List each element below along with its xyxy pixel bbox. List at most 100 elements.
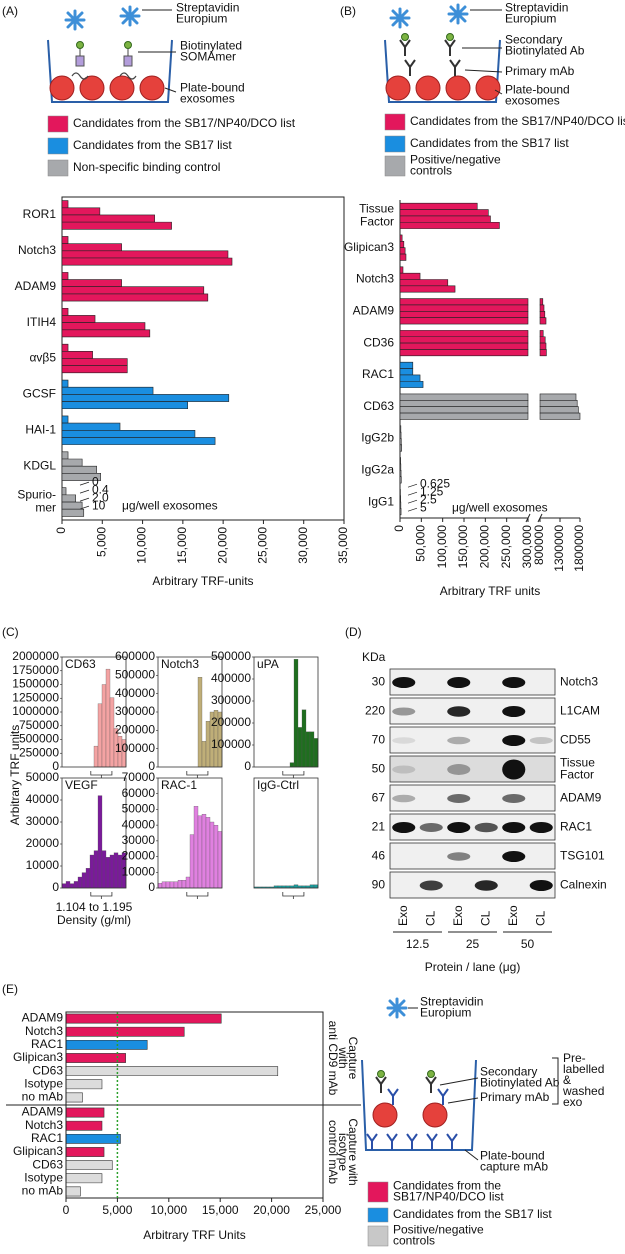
category-label: ADAM9	[353, 303, 395, 317]
blot-strip	[389, 668, 556, 696]
bar	[399, 380, 424, 388]
bar	[399, 444, 403, 452]
bar	[399, 476, 402, 484]
x-tick-label: 20,000	[253, 1203, 290, 1217]
bar	[399, 349, 547, 357]
y-tick-label: 30000	[26, 814, 60, 828]
y-tick-label: 500000	[211, 649, 251, 663]
x-tick-label: 25,000	[256, 527, 270, 564]
category-label: RAC1	[31, 1131, 63, 1145]
panel-label: (C)	[2, 625, 19, 639]
bar	[61, 883, 67, 889]
leader	[464, 69, 503, 73]
plot-frame	[253, 777, 319, 889]
legend-swatch	[47, 137, 69, 155]
lane-label: Exo	[396, 905, 410, 926]
category-label: CD63	[363, 399, 394, 413]
blot-band	[502, 822, 526, 833]
x-tick-label: 50,000	[414, 525, 428, 562]
group-label: control mAb	[326, 1120, 340, 1184]
biotin	[377, 1070, 385, 1078]
bar	[185, 876, 191, 889]
bar	[65, 1013, 222, 1024]
bar	[65, 1173, 103, 1184]
y-tick-label: 400000	[115, 686, 155, 700]
bar	[61, 272, 69, 280]
plot-frame	[157, 777, 223, 889]
x-tick-label: 100,000	[435, 525, 449, 569]
legend-label: controls	[410, 164, 452, 178]
bar	[399, 311, 546, 318]
bar	[61, 501, 83, 510]
dose-leader	[79, 481, 90, 486]
bar	[73, 881, 79, 889]
dose-label: 2.0	[92, 490, 109, 504]
legend-label: Non-specific binding control	[73, 160, 220, 174]
bar	[399, 330, 544, 338]
lane-label: Exo	[506, 905, 520, 926]
category-label: Factor	[360, 215, 394, 229]
protein-label: Factor	[560, 768, 594, 782]
legend-label: Candidates from the SB17 list	[73, 138, 232, 152]
well	[361, 1059, 477, 1151]
bar	[293, 884, 299, 889]
exosome	[422, 1102, 448, 1128]
blot-strip	[389, 813, 556, 841]
y-tick-label: 100000	[115, 741, 155, 755]
x-tick-label: 250,000	[499, 525, 513, 569]
bar	[399, 336, 546, 344]
y-tick-label: 10000	[122, 864, 156, 878]
bar	[399, 279, 449, 287]
bar	[105, 668, 111, 768]
bar	[61, 379, 69, 388]
blot-band	[419, 823, 443, 832]
x-tick-label: 30,000	[296, 527, 310, 564]
antibody	[375, 1076, 382, 1085]
diagram-label: Streptavidin	[176, 1, 239, 15]
category-label: ITIH4	[27, 315, 57, 329]
category-label: GCSF	[23, 387, 56, 401]
somamer	[123, 55, 133, 67]
bar	[61, 250, 229, 259]
diagram-label: capture mAb	[480, 1160, 548, 1174]
lane-label: CL	[423, 910, 437, 926]
protein-label: Calnexin	[560, 878, 607, 892]
blot-band	[447, 852, 471, 861]
bar	[197, 677, 203, 768]
category-label: IgG1	[368, 494, 394, 508]
bar	[209, 821, 215, 889]
y-tick-label: 0	[52, 759, 59, 773]
protein-label: ADAM9	[560, 791, 602, 805]
category-label: ADAM9	[15, 279, 57, 293]
antibody	[404, 59, 411, 68]
kda-label: 21	[372, 820, 386, 834]
bar	[61, 458, 83, 467]
diagram-label: Pre-	[563, 1051, 586, 1065]
bar	[181, 879, 187, 889]
bar	[61, 307, 69, 316]
category-label: no mAb	[22, 1090, 64, 1104]
y-tick-label: 10000	[26, 858, 60, 872]
legend-label: Candidates from the	[393, 1179, 501, 1193]
bar	[157, 883, 163, 889]
bar	[399, 304, 545, 312]
density-bracket	[90, 892, 113, 899]
antibody	[444, 39, 451, 48]
blot-band	[392, 794, 416, 803]
category-label: IgG2b	[361, 431, 394, 445]
bar	[399, 285, 456, 293]
antibody	[449, 39, 456, 48]
antibody	[451, 1133, 458, 1142]
biotin	[427, 1070, 435, 1078]
y-axis-label: Arbitrary TRF units	[8, 725, 22, 825]
bar	[65, 1120, 103, 1131]
bar	[61, 473, 101, 481]
bar	[61, 322, 146, 331]
lane-label: CL	[478, 910, 492, 926]
diagram-label: Plate-bound	[180, 81, 245, 95]
y-tick-label: 1500000	[12, 677, 59, 691]
bar	[61, 508, 85, 517]
lane-label: Exo	[451, 905, 465, 926]
kda-label: 46	[372, 849, 386, 863]
bar	[399, 463, 402, 471]
